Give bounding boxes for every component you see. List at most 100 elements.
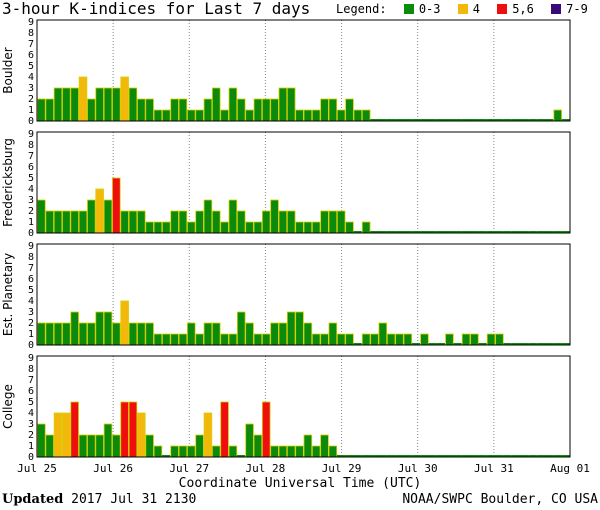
k-bar <box>37 98 46 122</box>
k-bar <box>428 343 437 345</box>
legend-swatch-red <box>497 4 508 14</box>
k-bar <box>270 445 279 458</box>
k-bar <box>236 455 246 457</box>
legend-item-5-6: 5,6 <box>497 2 534 16</box>
k-bar <box>311 109 321 122</box>
k-bar <box>403 333 413 346</box>
k-bar <box>145 434 154 458</box>
x-tick-label: Jul 26 <box>93 462 133 475</box>
k-bar <box>278 445 288 458</box>
k-bar <box>386 455 396 457</box>
k-bar <box>528 455 537 457</box>
k-bar <box>336 455 346 457</box>
k-bar <box>320 434 329 458</box>
k-bar <box>153 221 163 234</box>
k-bar <box>461 119 471 121</box>
k-bar <box>470 231 479 233</box>
k-bar <box>303 322 313 346</box>
legend-item-label: 4 <box>472 2 480 16</box>
y-tick-label: 6 <box>28 50 34 61</box>
k-bar <box>53 87 63 122</box>
k-bar <box>320 210 329 234</box>
legend-label: Legend: <box>336 2 387 16</box>
k-bar <box>278 87 288 122</box>
y-tick-label: 3 <box>28 419 34 430</box>
k-bar <box>211 87 221 122</box>
y-tick-label: 0 <box>28 340 34 351</box>
k-bar <box>311 445 321 458</box>
k-bar <box>120 76 129 122</box>
k-bar <box>345 221 354 234</box>
legend: Legend: 0-3 4 5,6 7-9 <box>336 2 588 16</box>
k-bar <box>453 455 462 457</box>
k-bar <box>162 333 171 346</box>
k-bar <box>62 412 71 458</box>
y-tick-label: 5 <box>28 285 34 296</box>
y-tick-label: 3 <box>28 83 34 94</box>
k-bar <box>353 343 362 345</box>
k-bar <box>178 333 188 346</box>
k-bar <box>153 445 163 458</box>
x-tick-label: Jul 30 <box>398 462 438 475</box>
k-bar <box>178 210 188 234</box>
k-bar <box>328 210 338 234</box>
k-bar <box>153 333 163 346</box>
k-bar <box>428 455 437 457</box>
k-bar <box>295 445 304 458</box>
k-bar <box>220 109 229 122</box>
k-bar <box>245 221 254 234</box>
k-bar <box>345 455 354 457</box>
k-bar <box>503 231 512 233</box>
k-bar <box>553 343 562 345</box>
k-bar <box>453 343 462 345</box>
k-bar <box>45 210 54 234</box>
k-bar <box>553 109 562 122</box>
k-bar <box>95 434 104 458</box>
k-bar <box>386 119 396 121</box>
k-bar <box>361 333 371 346</box>
y-tick-label: 9 <box>28 17 34 28</box>
k-bar <box>95 311 104 346</box>
k-bar <box>445 231 454 233</box>
k-bar <box>420 333 429 346</box>
k-bar <box>261 98 271 122</box>
k-bar <box>70 210 79 234</box>
k-bar <box>411 343 421 345</box>
k-bar <box>153 109 163 122</box>
panel-frame <box>36 243 571 346</box>
k-bar <box>395 231 404 233</box>
k-bar <box>103 87 113 122</box>
k-bar <box>286 87 296 122</box>
k-bar <box>170 333 179 346</box>
k-bar <box>561 119 570 121</box>
k-bar <box>536 455 546 457</box>
k-bar <box>478 455 487 457</box>
legend-item-4: 4 <box>457 2 480 16</box>
k-bar <box>461 455 471 457</box>
y-tick-label: 2 <box>28 206 34 217</box>
k-bar <box>270 98 279 122</box>
k-bar <box>303 434 313 458</box>
k-bar <box>137 412 146 458</box>
legend-item-label: 0-3 <box>418 2 441 16</box>
k-bar <box>553 231 562 233</box>
y-tick-label: 7 <box>28 375 34 386</box>
credit-text: NOAA/SWPC Boulder, CO USA <box>402 492 598 507</box>
k-bar <box>503 455 512 457</box>
k-bar <box>228 87 238 122</box>
k-bar <box>245 423 254 458</box>
k-bar <box>486 333 496 346</box>
legend-item-0-3: 0-3 <box>403 2 441 16</box>
k-bar <box>70 401 79 458</box>
k-bar <box>561 343 570 345</box>
k-bar <box>478 231 487 233</box>
y-tick-label: 0 <box>28 228 34 239</box>
k-bar <box>303 109 313 122</box>
k-bar <box>361 109 371 122</box>
k-bar <box>145 98 154 122</box>
k-bar <box>220 221 229 234</box>
k-bar <box>70 311 79 346</box>
k-bar <box>528 231 537 233</box>
k-bar <box>470 333 479 346</box>
legend-item-label: 5,6 <box>512 2 534 16</box>
